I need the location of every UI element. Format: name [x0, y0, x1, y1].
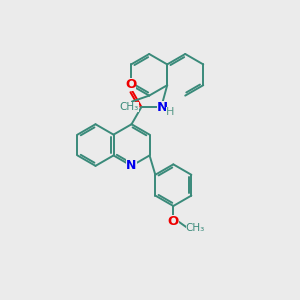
- Text: CH₃: CH₃: [119, 101, 139, 112]
- Text: CH₃: CH₃: [185, 223, 205, 233]
- Text: O: O: [125, 78, 136, 91]
- Text: N: N: [126, 159, 137, 172]
- Text: N: N: [157, 100, 168, 113]
- Text: O: O: [168, 215, 179, 228]
- Text: H: H: [166, 107, 174, 117]
